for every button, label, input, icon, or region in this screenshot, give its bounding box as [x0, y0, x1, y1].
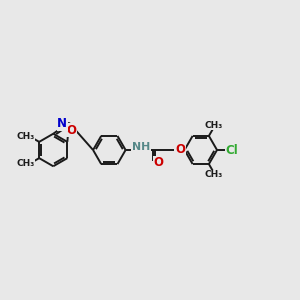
Text: CH₃: CH₃ — [16, 132, 35, 141]
Text: N: N — [57, 117, 68, 130]
Text: CH₃: CH₃ — [16, 159, 35, 168]
Text: CH₃: CH₃ — [205, 121, 223, 130]
Text: O: O — [67, 124, 77, 137]
Text: O: O — [153, 156, 163, 169]
Text: CH₃: CH₃ — [205, 170, 223, 179]
Text: NH: NH — [132, 142, 150, 152]
Text: O: O — [175, 143, 185, 156]
Text: Cl: Cl — [226, 143, 239, 157]
